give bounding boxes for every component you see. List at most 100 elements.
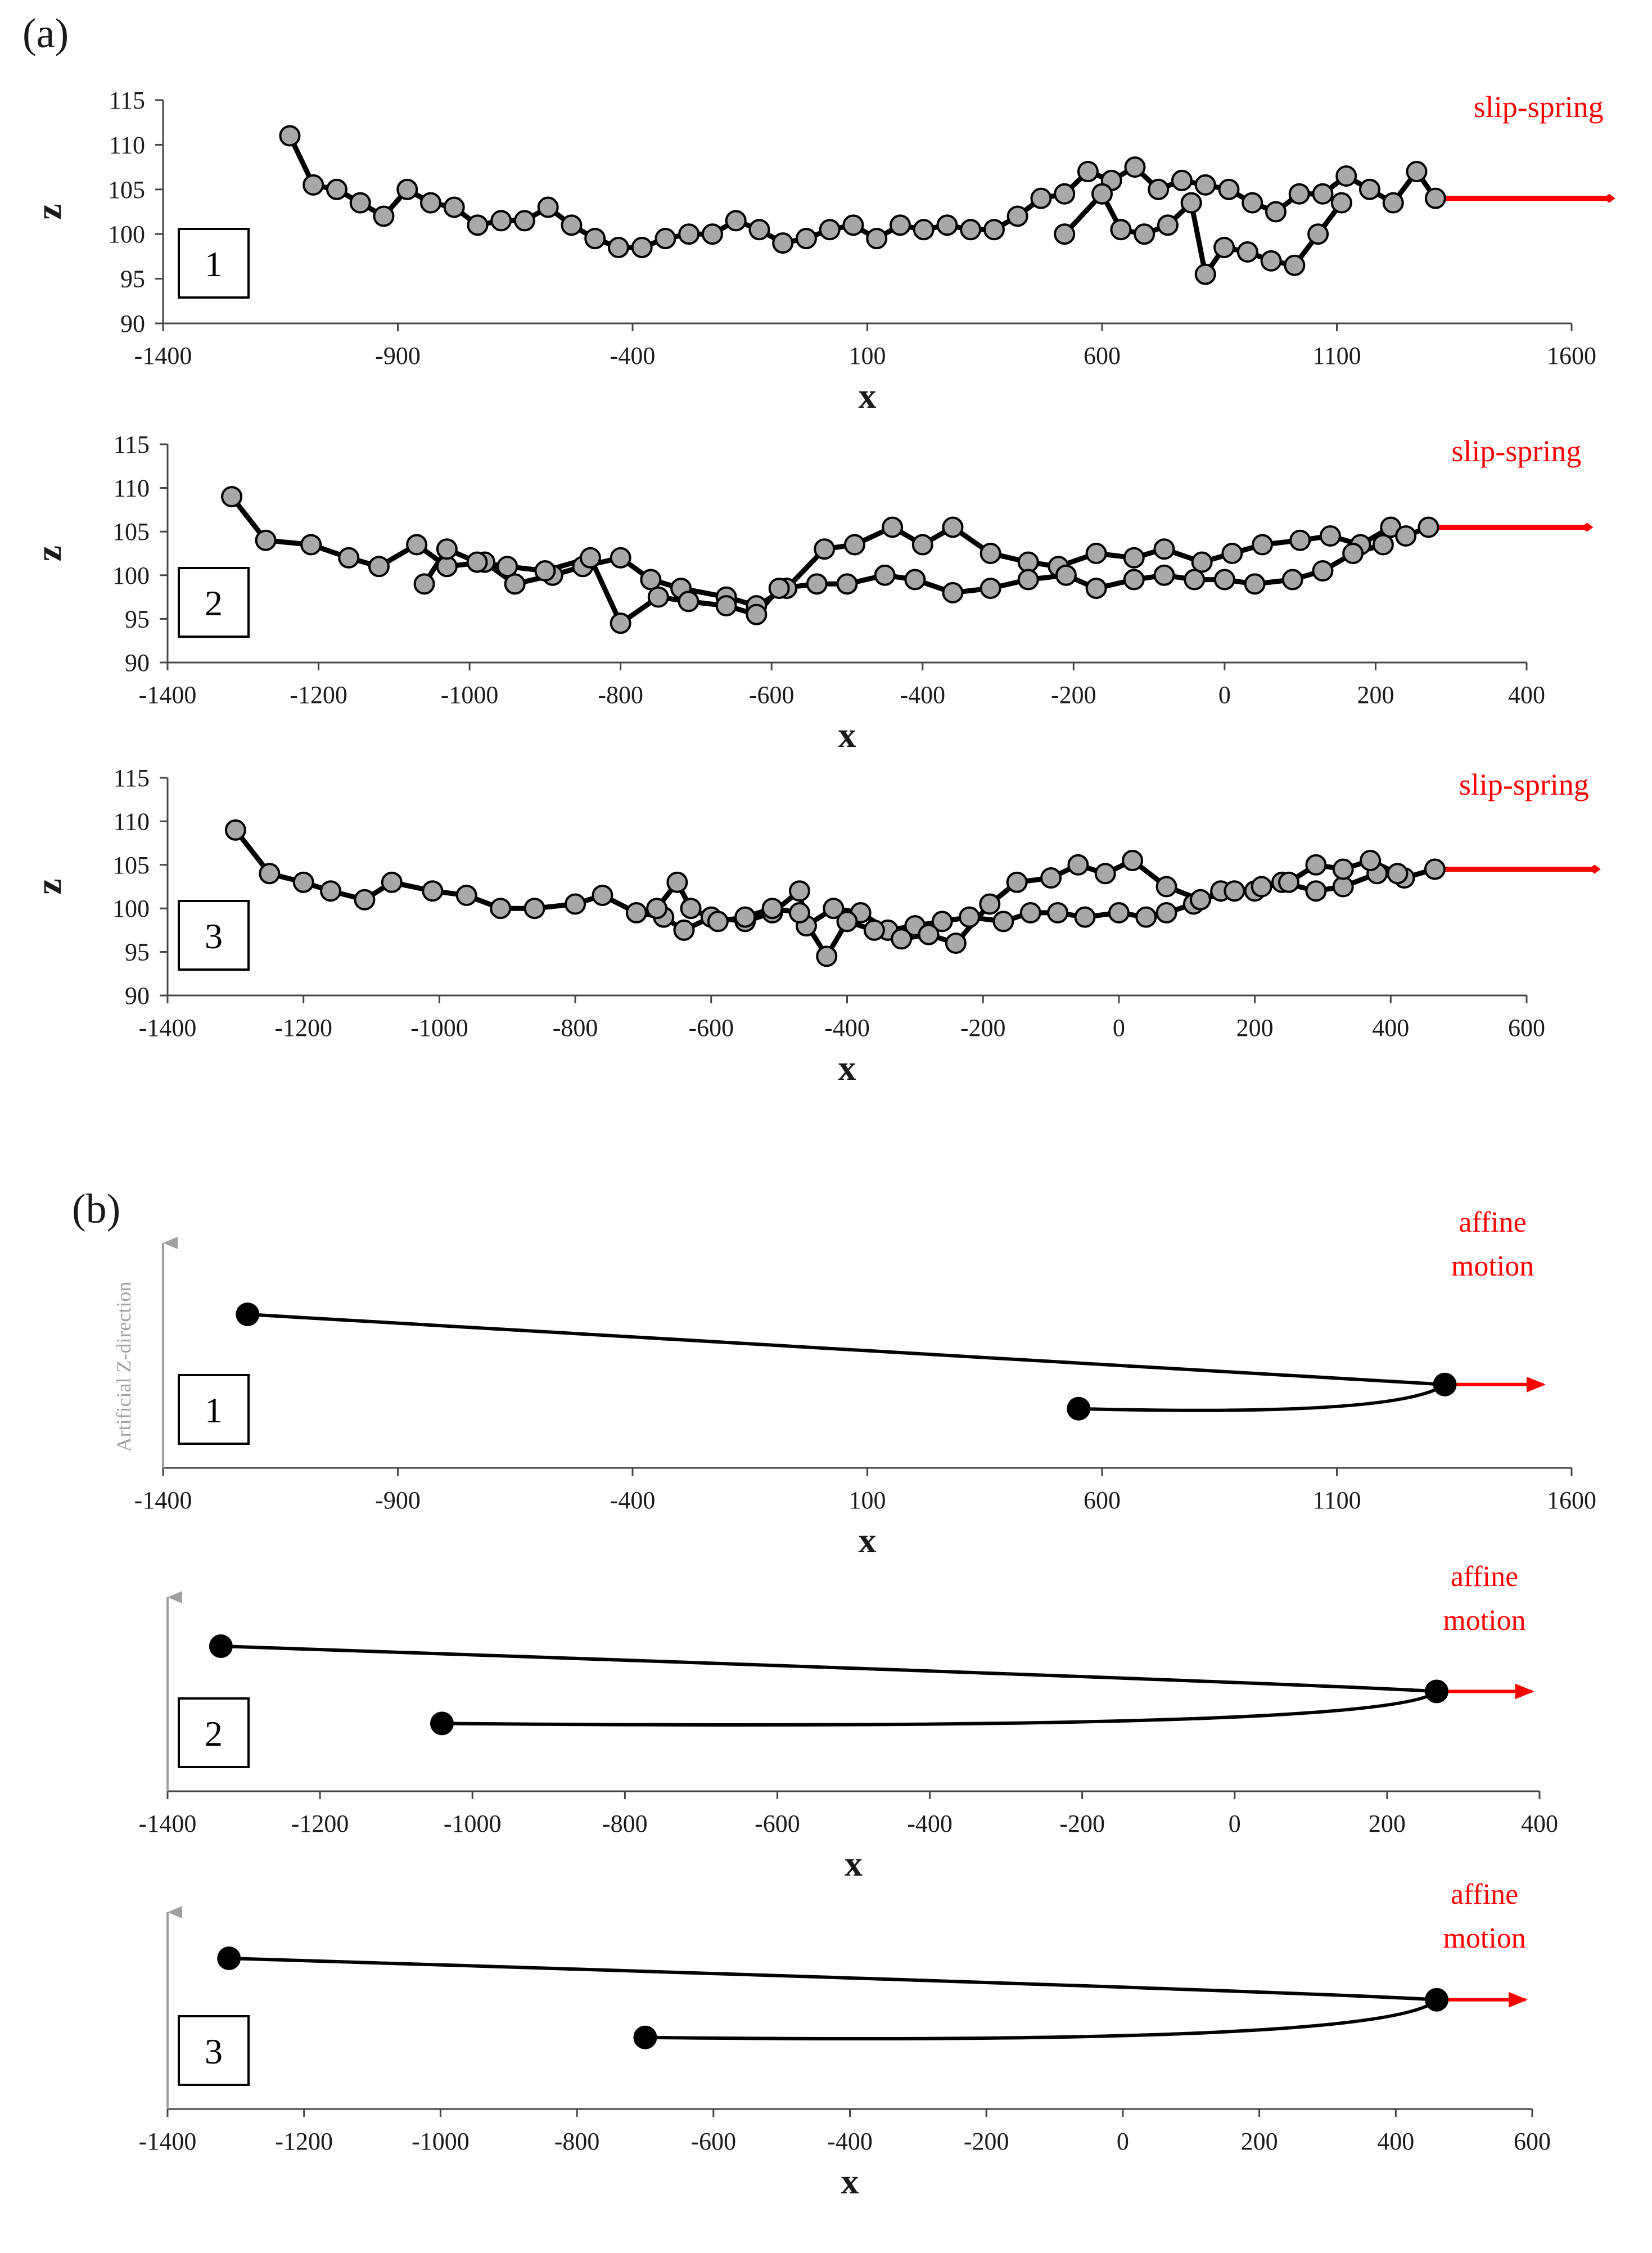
x-tick-label: -400 [907,1810,953,1837]
data-point [513,210,535,232]
y-tick-label: 115 [114,764,150,792]
data-point [842,214,864,236]
data-point [1006,205,1028,227]
y-tick-label: 115 [109,87,145,114]
x-tick-label: -600 [755,1810,800,1837]
data-point [607,237,629,259]
data-point [1156,902,1177,923]
data-point [224,819,246,841]
data-point [1134,223,1156,245]
data-point [768,578,790,600]
x-tick-label: -1400 [139,2128,197,2155]
data-point [1184,569,1206,591]
x-tick-label: -200 [1059,1810,1105,1837]
data-point [748,219,770,241]
x-tick-label: 600 [1084,342,1121,370]
slip-spring-label: slip-spring [1474,90,1604,124]
data-point [561,214,583,236]
y-tick-label: 95 [125,605,150,633]
data-point [631,237,653,259]
data-point [788,902,810,923]
data-point [320,880,342,902]
data-point [1180,192,1202,214]
data-point [610,612,631,634]
x-tick-label: -800 [598,681,643,709]
y-tick-label: 100 [108,220,145,248]
affine-label-line1: affine [1459,1206,1526,1238]
data-point [1047,902,1069,923]
data-point [1091,183,1113,205]
data-point [673,919,695,941]
data-point [680,898,702,920]
data-point [931,911,953,932]
x-tick-label: -200 [1051,681,1096,709]
data-point [1157,214,1179,236]
data-point [1252,534,1274,556]
artificial-z-axis-label: Artificial Z-direction [112,1282,135,1452]
data-point [381,871,403,893]
data-point [1124,156,1146,178]
data-point [1054,183,1076,205]
y-tick-label: 105 [112,851,150,879]
data-point [707,911,729,932]
data-point [279,125,301,147]
x-tick-label: -1200 [290,681,347,709]
x-tick-label: 200 [1236,1014,1274,1042]
data-point [1342,543,1364,564]
data-point [1067,854,1089,876]
chain-end-point [217,1946,241,1970]
x-axis-title: x [838,715,856,755]
data-point [918,923,940,945]
data-point [255,529,277,551]
data-point [795,228,817,250]
data-point [537,196,559,218]
data-point [1284,254,1306,276]
x-tick-label: -900 [375,1486,421,1514]
x-tick-label: 400 [1521,1810,1558,1837]
data-point [980,543,1001,564]
data-point [467,214,489,236]
data-point [1236,241,1258,263]
data-point [843,534,865,556]
data-point [1213,237,1235,259]
data-point [1055,564,1077,586]
data-point [1074,906,1096,928]
data-point [1085,578,1107,600]
end-to-end-vector [247,1313,1450,1412]
data-point [436,556,458,578]
chain-index-label: 1 [205,244,223,284]
data-point [1424,858,1446,880]
data-point [1077,161,1099,183]
data-point [836,911,858,932]
data-point [814,538,836,560]
x-tick-label: -800 [602,1810,648,1837]
data-point [579,547,601,569]
data-point [406,534,428,556]
data-point [913,219,935,241]
data-point [1260,250,1282,272]
data-point [1224,880,1245,902]
slip-spring-label: slip-spring [1451,434,1581,468]
data-point [866,228,888,250]
charts-layer: -1400 -900 -400 100 600 1100 1600x909510010511… [29,87,1615,2201]
data-point [300,534,322,556]
x-tick-label: 1600 [1547,342,1596,370]
data-point [1244,573,1266,595]
affine-label-line1: affine [1451,1561,1518,1593]
chain-index-label: 3 [205,2031,223,2071]
data-point [1221,543,1243,564]
x-tick-label: 400 [1372,1014,1409,1042]
data-point [979,893,1001,915]
data-point [625,902,647,923]
x-tick-label: 100 [849,342,886,370]
x-tick-label: -400 [900,681,945,709]
y-tick-label: 110 [114,475,150,502]
data-point [1372,534,1394,556]
end-to-end-vector [220,1644,1441,1727]
data-point [823,898,845,920]
x-tick-label: -600 [749,681,795,709]
data-point [959,906,981,928]
data-point [1135,906,1157,928]
chart-b3: -1400 -1200 -1000 -800 -600 -400 -200 0 200 400 60… [139,1878,1551,2201]
affine-label-line2: motion [1443,1922,1525,1954]
